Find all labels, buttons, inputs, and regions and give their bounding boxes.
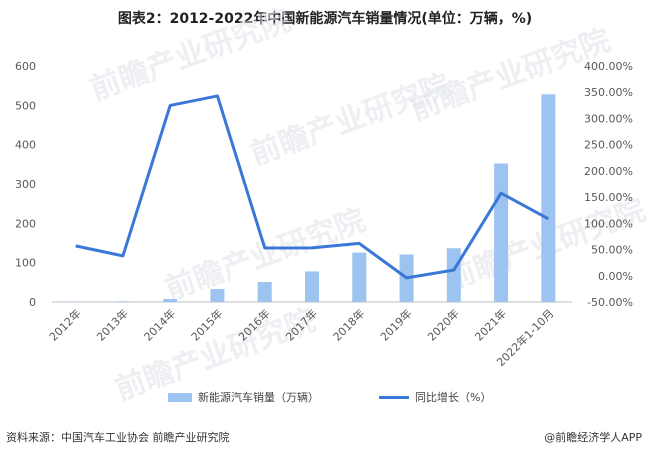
bar bbox=[541, 94, 556, 302]
x-tick-label: 2018年 bbox=[330, 306, 367, 343]
legend-swatch-line bbox=[379, 395, 409, 399]
bar bbox=[163, 299, 178, 302]
bar-series bbox=[68, 94, 556, 302]
legend-item-growth: 同比增长（%） bbox=[379, 389, 491, 405]
right-tick-label: 50.00% bbox=[591, 244, 633, 257]
right-tick-label: 150.00% bbox=[584, 191, 633, 204]
bar bbox=[494, 163, 509, 302]
right-tick-label: 250.00% bbox=[584, 139, 633, 152]
x-tick-label: 2012年 bbox=[46, 306, 83, 343]
bar bbox=[210, 288, 225, 302]
x-tick-label: 2021年 bbox=[472, 306, 509, 343]
right-tick-label: 400.00% bbox=[584, 60, 633, 73]
bar bbox=[115, 301, 130, 302]
x-tick-label: 2013年 bbox=[94, 306, 131, 343]
right-tick-label: 0.00% bbox=[598, 270, 633, 283]
left-tick-label: 100 bbox=[15, 257, 36, 270]
x-tick-label: 2020年 bbox=[424, 306, 461, 343]
left-tick-label: 200 bbox=[15, 217, 36, 230]
watermark-text: 前瞻产业研究院 bbox=[86, 3, 295, 108]
bar bbox=[352, 252, 367, 302]
growth-line bbox=[75, 94, 550, 280]
right-tick-label: 200.00% bbox=[584, 165, 633, 178]
legend-label-sales: 新能源汽车销量（万辆） bbox=[198, 391, 319, 404]
chart-title: 图表2：2012-2022年中国新能源汽车销量情况(单位：万辆，%) bbox=[117, 11, 533, 27]
left-tick-label: 0 bbox=[29, 296, 36, 309]
right-tick-label: -50.00% bbox=[587, 296, 633, 309]
bar bbox=[305, 271, 319, 302]
source-note: 资料来源：中国汽车工业协会 前瞻产业研究院 bbox=[6, 431, 230, 444]
right-axis: -50.00% 0.00% 50.00% 100.00% 150.00% 200.00% 2… bbox=[584, 60, 633, 309]
legend-swatch-bar bbox=[168, 392, 192, 402]
left-tick-label: 600 bbox=[15, 60, 36, 73]
watermark-layer: 前瞻产业研究院前瞻产业研究院前瞻产业研究院前瞻产业研究院前瞻产业研究院前瞻产业研… bbox=[86, 3, 650, 408]
right-tick-label: 300.00% bbox=[584, 112, 633, 125]
x-tick-label: 2014年 bbox=[141, 306, 178, 343]
bar bbox=[68, 301, 83, 302]
credit-note: @前瞻经济学人APP bbox=[544, 431, 642, 444]
left-tick-label: 300 bbox=[15, 178, 36, 191]
right-tick-label: 350.00% bbox=[584, 86, 633, 99]
left-tick-label: 500 bbox=[15, 99, 36, 112]
legend-label-growth: 同比增长（%） bbox=[415, 391, 492, 404]
bar bbox=[446, 248, 461, 302]
left-axis: 0 100 200 300 400 500 600 bbox=[15, 60, 36, 309]
left-tick-label: 400 bbox=[15, 139, 36, 152]
legend: 新能源汽车销量（万辆） 同比增长（%） bbox=[168, 389, 551, 405]
line-series bbox=[75, 94, 550, 280]
legend-item-sales: 新能源汽车销量（万辆） bbox=[168, 389, 319, 405]
x-tick-label: 2019年 bbox=[377, 306, 414, 343]
right-tick-label: 100.00% bbox=[584, 217, 633, 230]
bar bbox=[257, 282, 272, 302]
